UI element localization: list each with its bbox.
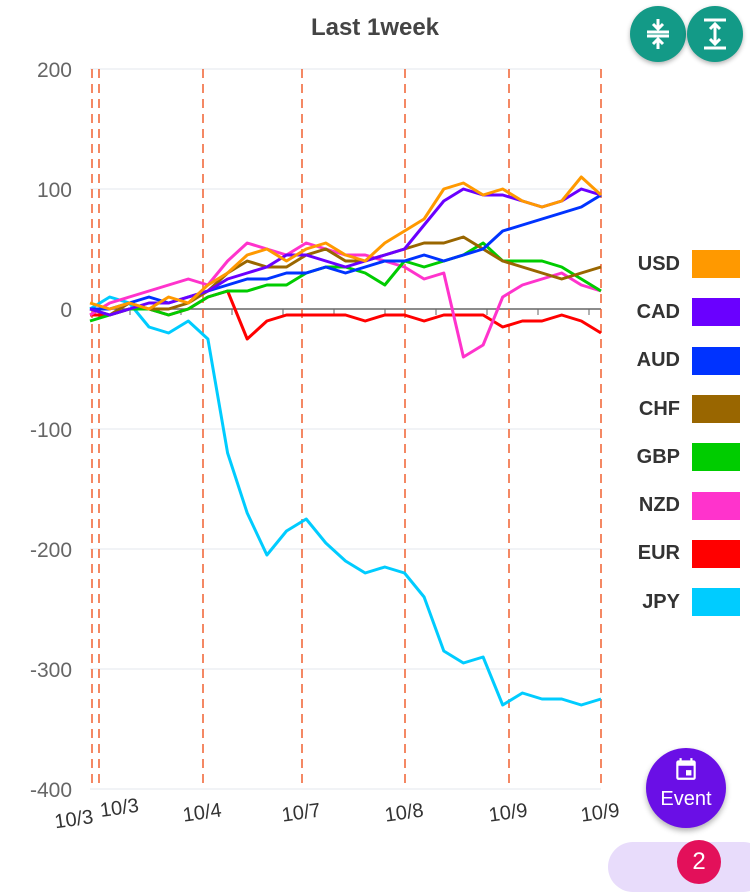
y-tick-label: -300 <box>30 659 72 682</box>
event-button[interactable]: Event <box>646 748 726 828</box>
legend-swatch <box>692 298 740 327</box>
legend-item-usd[interactable]: USD <box>610 240 740 288</box>
legend-swatch <box>692 346 740 375</box>
x-tick-label: 10/9 <box>487 799 529 826</box>
series-line-jpy <box>89 295 602 707</box>
legend-swatch <box>692 588 740 617</box>
y-tick-label: 0 <box>60 299 72 322</box>
collapse-button[interactable] <box>630 6 686 62</box>
legend-item-aud[interactable]: AUD <box>610 337 740 385</box>
legend-swatch <box>692 443 740 472</box>
calendar-icon <box>676 758 696 780</box>
x-tick-label: 10/3 <box>53 806 95 833</box>
legend-label: AUD <box>636 349 680 372</box>
event-label: Event <box>660 788 712 810</box>
line-chart: 200 100 0 -100 -200 -300 -400 10/3 10/3 10/4 10/7 1… <box>30 59 621 833</box>
y-tick-label: -200 <box>30 539 72 562</box>
y-tick-label: -100 <box>30 419 72 442</box>
x-tick-label: 10/3 <box>99 795 141 822</box>
legend-item-nzd[interactable]: NZD <box>610 481 740 529</box>
x-tick-label: 10/7 <box>280 799 322 826</box>
series-line-aud <box>90 193 602 311</box>
x-tick-label: 10/4 <box>181 799 223 826</box>
notification-badge: 2 <box>677 840 721 884</box>
legend-label: NZD <box>638 494 680 517</box>
legend-label: GBP <box>636 445 680 468</box>
x-tick-label: 10/9 <box>579 799 621 826</box>
legend-swatch <box>692 250 740 279</box>
legend-label: JPY <box>642 590 680 613</box>
x-tick-label: 10/8 <box>383 799 425 826</box>
legend-item-cad[interactable]: CAD <box>610 288 740 336</box>
series-line-cad <box>89 187 602 317</box>
series-line-usd <box>89 175 603 311</box>
legend-label: CAD <box>636 300 680 323</box>
expand-icon <box>704 18 726 50</box>
legend-item-eur[interactable]: EUR <box>610 530 740 578</box>
y-tick-label: 200 <box>37 59 72 82</box>
legend: USD CAD AUD CHF GBP NZD EUR JPY <box>610 240 740 626</box>
legend-item-chf[interactable]: CHF <box>610 385 740 433</box>
collapse-icon <box>647 19 669 49</box>
legend-label: CHF <box>638 397 680 420</box>
legend-item-gbp[interactable]: GBP <box>610 433 740 481</box>
chart-title: Last 1week <box>310 14 440 41</box>
legend-swatch <box>692 491 740 520</box>
legend-item-jpy[interactable]: JPY <box>610 578 740 626</box>
expand-button[interactable] <box>687 6 743 62</box>
legend-swatch <box>692 395 740 424</box>
series-line-chf <box>89 235 602 317</box>
y-tick-label: -400 <box>30 779 72 802</box>
y-tick-label: 100 <box>37 179 72 202</box>
legend-swatch <box>692 539 740 568</box>
legend-label: EUR <box>637 542 680 565</box>
legend-label: USD <box>637 252 680 275</box>
